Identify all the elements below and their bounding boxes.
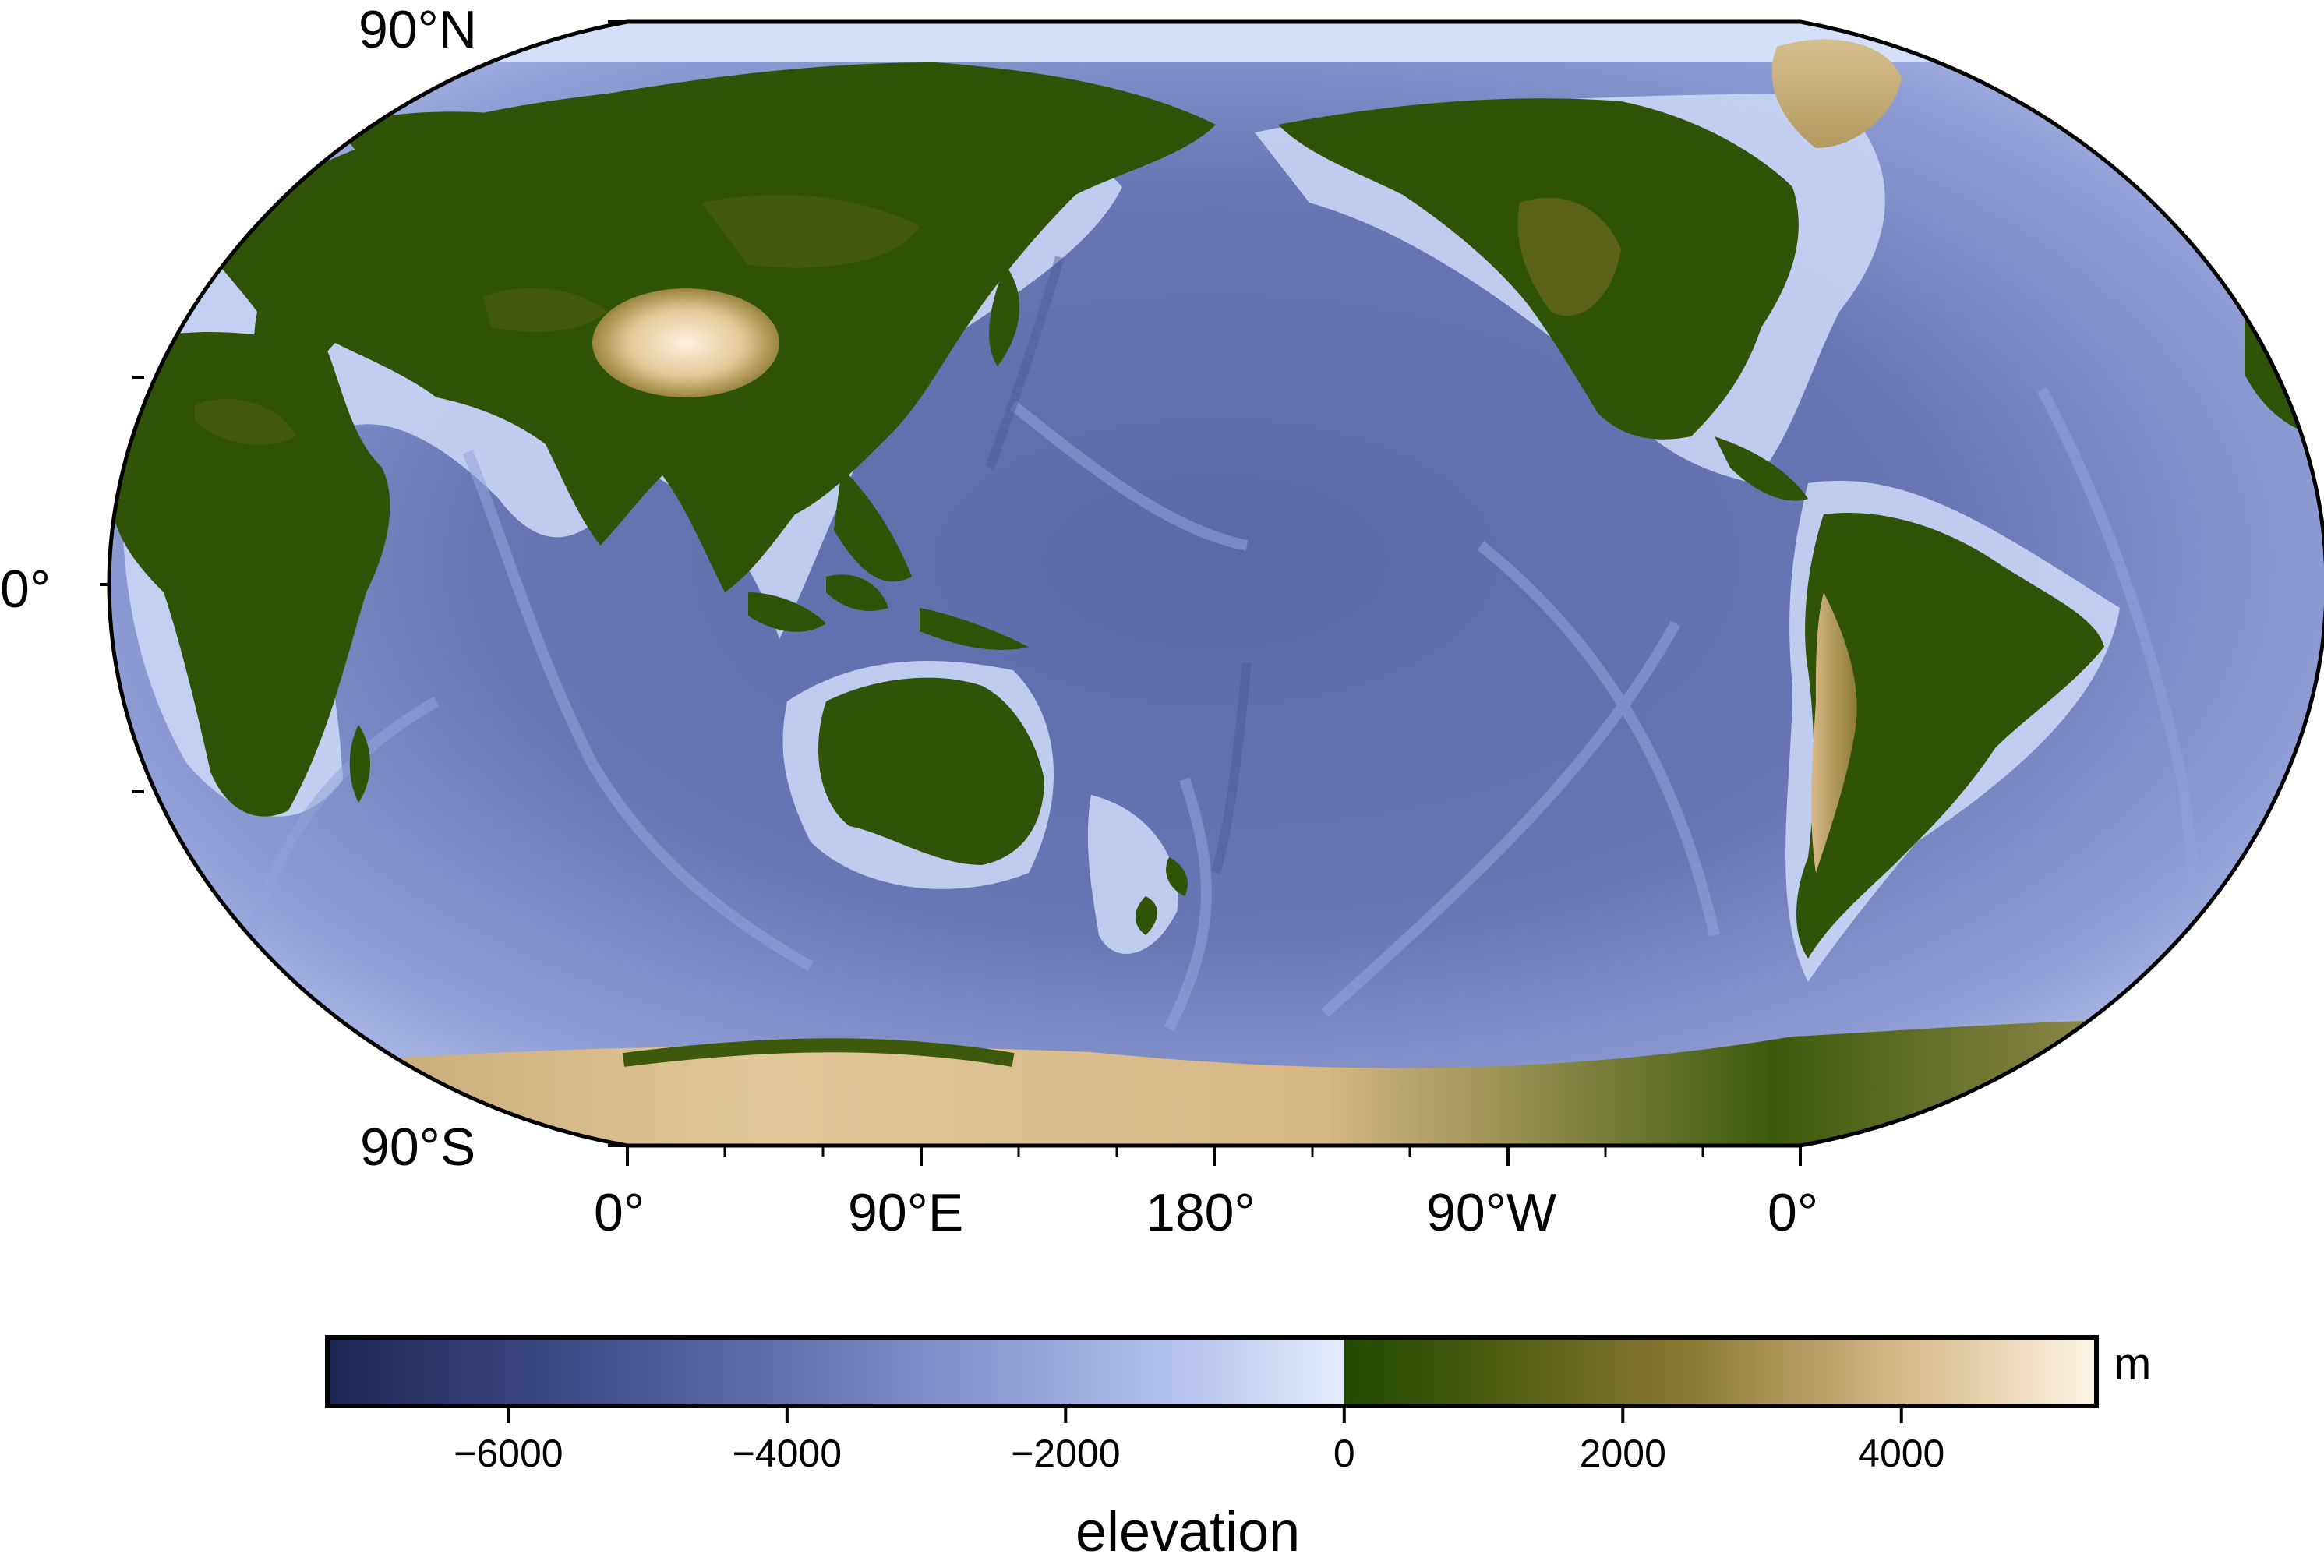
- eurasia-highlands: [483, 195, 920, 332]
- lon-label-0-right: 0°: [1768, 1183, 1819, 1242]
- globe: [109, 22, 2324, 1146]
- lat-label-0: 0°: [0, 560, 51, 619]
- south-america: [1796, 513, 2104, 959]
- antarctica-coast: [622, 1038, 1015, 1067]
- lon-label-90w: 90°W: [1426, 1183, 1557, 1242]
- colorbar-tick-label: 0: [1333, 1432, 1355, 1475]
- colorbar-ticks: [507, 1406, 1903, 1423]
- greenland: [1771, 39, 1902, 148]
- lon-minor-ticks: [723, 1146, 1704, 1157]
- new-zealand: [1135, 857, 1188, 935]
- colorbar-tick-label: −2000: [1011, 1432, 1121, 1475]
- lon-label-90e: 90°E: [848, 1183, 964, 1242]
- australia: [818, 677, 1044, 865]
- africa: [109, 332, 390, 817]
- lon-label-0-left: 0°: [594, 1183, 645, 1242]
- ocean-trenches: [985, 256, 1252, 874]
- colorbar-tick-label: 4000: [1858, 1432, 1945, 1475]
- tibetan-plateau: [592, 288, 779, 397]
- rocky-mountains: [1517, 197, 1621, 316]
- colorbar-tick-label: −4000: [732, 1432, 842, 1475]
- madagascar: [349, 725, 370, 803]
- colorbar-tick-label: −6000: [454, 1432, 563, 1475]
- lon-ticks: [626, 1146, 1802, 1166]
- colorbar-tick-label: 2000: [1579, 1432, 1666, 1475]
- indonesia: [748, 574, 1029, 650]
- europe-edge: [2245, 109, 2324, 226]
- lat-ticks: [100, 20, 627, 1147]
- africa-highlands: [195, 399, 296, 445]
- central-america: [1715, 436, 1808, 501]
- colorbar-title: elevation: [1075, 1501, 1301, 1563]
- iberia-edge: [109, 231, 164, 296]
- lat-label-90s: 90°S: [360, 1118, 476, 1177]
- lon-label-180: 180°: [1146, 1183, 1256, 1242]
- andes: [1811, 592, 1857, 873]
- colorbar: [325, 1335, 2099, 1423]
- lat-label-90n: 90°N: [358, 0, 477, 59]
- colorbar-unit: m: [2114, 1339, 2152, 1390]
- japan: [989, 265, 1020, 366]
- colorbar-bar: [325, 1335, 2099, 1408]
